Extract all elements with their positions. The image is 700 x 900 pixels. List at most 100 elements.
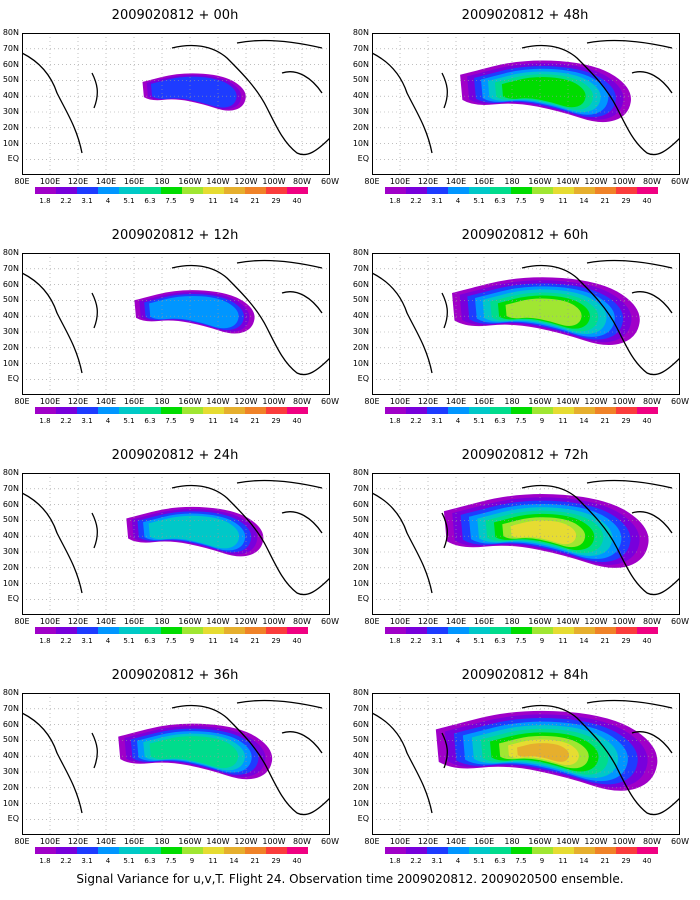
colorbar-swatch (532, 407, 553, 414)
lon-tick-label: 60W (320, 397, 340, 406)
lat-tick-label: 50N (2, 735, 19, 745)
lon-tick-label: 160E (473, 397, 495, 406)
colorbar-swatch (56, 407, 77, 414)
lon-tick-label: 60W (320, 177, 340, 186)
lon-tick-label: 140E (95, 617, 117, 626)
lat-tick-label: 60N (2, 279, 19, 289)
lat-tick-label: EQ (7, 374, 19, 384)
lon-tick-label: 80E (14, 397, 30, 406)
lon-tick-label: 140E (445, 177, 467, 186)
colorbar-tick-label: 5.1 (123, 197, 135, 205)
colorbar-tick-label: 11 (558, 417, 568, 425)
panel-title: 2009020812 + 84h (461, 668, 589, 683)
lon-tick-label: 140W (206, 617, 230, 626)
colorbar-swatch (287, 187, 308, 194)
colorbar-swatch (469, 407, 490, 414)
colorbar-swatch (406, 847, 427, 854)
lon-tick-label: 100W (612, 837, 636, 846)
colorbar-tick-label: 5.1 (123, 637, 135, 645)
lon-tick-label: 160E (123, 837, 145, 846)
lon-tick-label: 80W (292, 617, 312, 626)
colorbar-swatch (140, 187, 161, 194)
lat-tick-label: 30N (352, 327, 369, 336)
colorbar-swatch (385, 627, 406, 634)
lat-tick-label: 10N (352, 798, 369, 808)
colorbar-tick-label: 40 (642, 197, 652, 205)
lat-tick-label: 20N (352, 782, 369, 792)
colorbar-swatch (427, 627, 448, 634)
colorbar-tick-label: 7.5 (165, 857, 177, 865)
colorbar-swatch (35, 627, 56, 634)
colorbar-swatch (448, 407, 469, 414)
lat-tick-label: 60N (352, 719, 369, 729)
colorbar-tick-label: 3.1 (81, 857, 93, 865)
colorbar-swatch (224, 847, 245, 854)
colorbar-swatch (595, 187, 616, 194)
colorbar-tick-label: 14 (579, 857, 589, 865)
colorbar-swatch (448, 187, 469, 194)
colorbar-tick-label: 40 (292, 197, 302, 205)
colorbar-swatch (56, 627, 77, 634)
lat-tick-label: 50N (352, 295, 369, 305)
colorbar-tick-label: 1.8 (39, 417, 51, 425)
lon-tick-label: 60W (670, 397, 690, 406)
coastline (372, 39, 680, 156)
lat-tick-label: 70N (352, 703, 369, 713)
colorbar-swatch (511, 847, 532, 854)
lat-tick-label: 40N (352, 531, 369, 541)
colorbar-tick-label: 9 (539, 857, 545, 865)
lat-tick-label: 20N (352, 562, 369, 572)
map-frame (372, 693, 680, 835)
colorbar-tick-label: 1.8 (389, 197, 401, 205)
colorbar-tick-label: 11 (208, 417, 218, 425)
lon-tick-label: 120E (67, 177, 89, 186)
colorbar-tick-label: 40 (292, 857, 302, 865)
lon-tick-label: 140W (206, 397, 230, 406)
colorbar-tick-label: 5.1 (473, 637, 485, 645)
colorbar-swatch (77, 627, 98, 634)
colorbar-tick-label: 9 (539, 417, 545, 425)
lat-tick-label: 50N (2, 515, 19, 525)
lat-tick-label: 80N (2, 248, 19, 257)
colorbar-tick-label: 14 (579, 417, 589, 425)
lat-tick-label: 20N (352, 342, 369, 352)
coastline (22, 259, 330, 376)
colorbar-swatch (532, 627, 553, 634)
panel-title: 2009020812 + 24h (111, 448, 239, 463)
colorbar-tick-label: 11 (558, 197, 568, 205)
colorbar-tick-label: 7.5 (515, 197, 527, 205)
colorbar-swatch (385, 187, 406, 194)
colorbar-swatch (637, 847, 658, 854)
colorbar-tick-label: 2.2 (410, 637, 422, 645)
lon-tick-label: 80W (292, 397, 312, 406)
lon-tick-label: 160W (178, 177, 202, 186)
lon-tick-label: 160E (123, 177, 145, 186)
lon-tick-label: 100W (262, 397, 286, 406)
lat-tick-label: 70N (352, 43, 369, 53)
lat-tick-label: 20N (352, 122, 369, 132)
colorbar-tick-label: 1.8 (39, 637, 51, 645)
lat-tick-label: 80N (2, 468, 19, 477)
map-frame (22, 693, 330, 835)
variance-contour (148, 515, 240, 549)
colorbar-swatch (203, 187, 224, 194)
map-frame (372, 33, 680, 175)
lon-tick-label: 120E (67, 397, 89, 406)
colorbar-tick-label: 3.1 (431, 197, 443, 205)
lon-tick-label: 80W (642, 617, 662, 626)
colorbar-tick-label: 2.2 (60, 197, 72, 205)
colorbar-swatch (119, 847, 140, 854)
lon-tick-label: 160W (528, 837, 552, 846)
lon-tick-label: 100E (389, 177, 411, 186)
lon-tick-label: 180 (504, 837, 520, 846)
colorbar-swatch (553, 187, 574, 194)
lat-tick-label: 80N (2, 28, 19, 37)
colorbar-swatch (553, 627, 574, 634)
colorbar-tick-label: 40 (642, 857, 652, 865)
colorbar-tick-label: 1.8 (39, 857, 51, 865)
colorbar-tick-label: 9 (539, 637, 545, 645)
colorbar-tick-label: 21 (600, 417, 610, 425)
colorbar-tick-label: 29 (621, 637, 631, 645)
colorbar-tick-label: 40 (642, 417, 652, 425)
colorbar-tick-label: 5.1 (473, 197, 485, 205)
